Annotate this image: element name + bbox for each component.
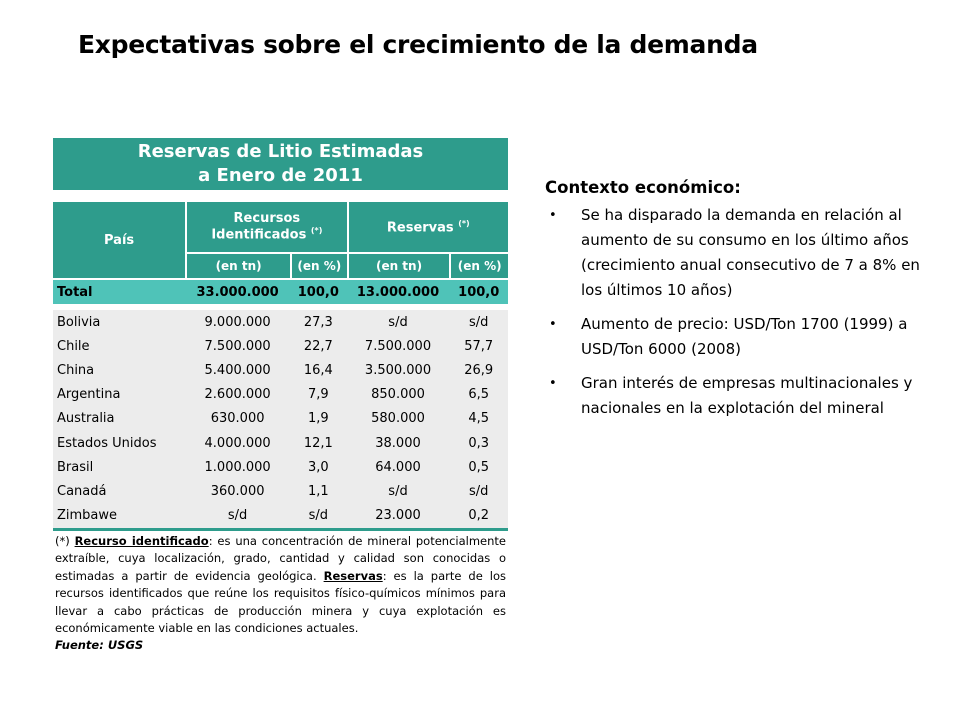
total-reservas-pct: 100,0 bbox=[449, 280, 508, 310]
cell-reservas-tn: 23.000 bbox=[346, 503, 450, 531]
cell-reservas-pct: 0,5 bbox=[449, 455, 508, 480]
bullet-icon: • bbox=[549, 208, 557, 223]
cell-reservas-pct: 6,5 bbox=[449, 382, 508, 407]
cell-recursos-pct: 27,3 bbox=[290, 310, 347, 335]
cell-country: Canadá bbox=[53, 479, 186, 504]
table-row: Canadá 360.000 1,1 s/d s/d bbox=[53, 479, 508, 504]
cell-recursos-pct: 12,1 bbox=[290, 430, 347, 456]
cell-reservas-tn: 850.000 bbox=[346, 382, 450, 407]
banner-line-2: a Enero de 2011 bbox=[198, 165, 363, 186]
cell-reservas-pct: s/d bbox=[449, 479, 508, 504]
table-row: Australia 630.000 1,9 580.000 4,5 bbox=[53, 406, 508, 431]
footnote-text-1: : es una concentración de mineral potenc… bbox=[55, 533, 506, 583]
header-recursos: Recursos Identificados (*) bbox=[185, 202, 347, 254]
footnote-term-reservas: Reservas bbox=[323, 568, 383, 583]
table-row: Chile 7.500.000 22,7 7.500.000 57,7 bbox=[53, 334, 508, 359]
cell-reservas-pct: 0,3 bbox=[449, 430, 508, 456]
cell-country: China bbox=[53, 358, 186, 383]
cell-recursos-tn: 1.000.000 bbox=[185, 455, 291, 480]
total-reservas-tn: 13.000.000 bbox=[346, 280, 450, 310]
table-source: Fuente: USGS bbox=[55, 637, 144, 652]
cell-reservas-tn: 580.000 bbox=[346, 406, 450, 431]
context-bullet: • Se ha disparado la demanda en relación … bbox=[545, 203, 945, 303]
table-row: Zimbawe s/d s/d 23.000 0,2 bbox=[53, 503, 508, 531]
cell-country: Estados Unidos bbox=[53, 430, 186, 456]
header-pais: País bbox=[53, 202, 186, 280]
table-footnote: (*) Recurso identificado: es una concent… bbox=[53, 533, 508, 638]
header-reservas-asterisk: (*) bbox=[458, 218, 470, 228]
header-recursos-tn: (en tn) bbox=[185, 254, 291, 280]
bullet-text: Se ha disparado la demanda en relación a… bbox=[581, 206, 920, 299]
table-row: Argentina 2.600.000 7,9 850.000 6,5 bbox=[53, 382, 508, 407]
header-recursos-pct: (en %) bbox=[290, 254, 347, 280]
total-row: Total 33.000.000 100,0 13.000.000 100,0 bbox=[53, 280, 508, 310]
cell-reservas-tn: s/d bbox=[346, 479, 450, 504]
cell-recursos-tn: 630.000 bbox=[185, 406, 291, 431]
footnote-prefix: (*) bbox=[55, 533, 75, 548]
total-recursos-pct: 100,0 bbox=[290, 280, 347, 310]
table-row: Brasil 1.000.000 3,0 64.000 0,5 bbox=[53, 455, 508, 480]
cell-reservas-pct: s/d bbox=[449, 310, 508, 335]
reserves-table: País Recursos Identificados (*) Reservas… bbox=[53, 202, 508, 531]
cell-recursos-pct: 3,0 bbox=[290, 455, 347, 480]
cell-reservas-pct: 57,7 bbox=[449, 334, 508, 359]
economic-context: Contexto económico: • Se ha disparado la … bbox=[545, 178, 945, 430]
context-bullet-list: • Se ha disparado la demanda en relación … bbox=[545, 203, 945, 421]
footnote-text-2: : es la parte de los recursos identifica… bbox=[55, 568, 507, 636]
context-bullet: • Aumento de precio: USD/Ton 1700 (1999) … bbox=[545, 312, 945, 362]
header-reservas: Reservas (*) bbox=[346, 202, 508, 254]
cell-reservas-pct: 4,5 bbox=[449, 406, 508, 431]
cell-reservas-tn: 38.000 bbox=[346, 430, 450, 456]
cell-reservas-pct: 26,9 bbox=[449, 358, 508, 383]
bullet-text: Gran interés de empresas multinacionales… bbox=[581, 374, 913, 417]
cell-reservas-tn: s/d bbox=[346, 310, 450, 335]
cell-reservas-tn: 64.000 bbox=[346, 455, 450, 480]
cell-recursos-tn: 5.400.000 bbox=[185, 358, 291, 383]
cell-recursos-pct: 1,9 bbox=[290, 406, 347, 431]
bullet-icon: • bbox=[549, 317, 557, 332]
cell-country: Zimbawe bbox=[53, 503, 186, 531]
cell-recursos-tn: s/d bbox=[185, 503, 291, 531]
table-row: Bolivia 9.000.000 27,3 s/d s/d bbox=[53, 310, 508, 335]
cell-country: Australia bbox=[53, 406, 186, 431]
total-country: Total bbox=[53, 280, 186, 310]
footnote-term-recurso: Recurso identificado bbox=[74, 533, 209, 548]
slide-title: Expectativas sobre el crecimiento de la … bbox=[78, 30, 758, 59]
cell-recursos-pct: 1,1 bbox=[290, 479, 347, 504]
header-recursos-label: Recursos Identificados bbox=[211, 211, 307, 243]
header-reservas-label: Reservas bbox=[386, 220, 454, 236]
total-recursos-tn: 33.000.000 bbox=[185, 280, 291, 310]
cell-reservas-tn: 7.500.000 bbox=[346, 334, 450, 359]
context-bullet: • Gran interés de empresas multinacionale… bbox=[545, 371, 945, 421]
cell-recursos-tn: 2.600.000 bbox=[185, 382, 291, 407]
cell-recursos-tn: 9.000.000 bbox=[185, 310, 291, 335]
table-row: Estados Unidos 4.000.000 12,1 38.000 0,3 bbox=[53, 430, 508, 456]
banner-line-1: Reservas de Litio Estimadas bbox=[137, 141, 424, 162]
cell-country: Bolivia bbox=[53, 310, 186, 335]
header-reservas-tn: (en tn) bbox=[346, 254, 450, 280]
cell-country: Chile bbox=[53, 334, 186, 359]
cell-recursos-tn: 7.500.000 bbox=[185, 334, 291, 359]
cell-country: Brasil bbox=[53, 455, 186, 480]
header-recursos-asterisk: (*) bbox=[310, 226, 323, 236]
cell-recursos-pct: 7,9 bbox=[290, 382, 347, 407]
cell-recursos-pct: 22,7 bbox=[290, 334, 347, 359]
cell-reservas-pct: 0,2 bbox=[449, 503, 508, 531]
cell-reservas-tn: 3.500.000 bbox=[346, 358, 450, 383]
cell-country: Argentina bbox=[53, 382, 186, 407]
bullet-text: Aumento de precio: USD/Ton 1700 (1999) a… bbox=[581, 315, 908, 358]
cell-recursos-pct: s/d bbox=[290, 503, 347, 531]
cell-recursos-tn: 4.000.000 bbox=[185, 430, 291, 456]
table-row: China 5.400.000 16,4 3.500.000 26,9 bbox=[53, 358, 508, 383]
cell-recursos-pct: 16,4 bbox=[290, 358, 347, 383]
lithium-reserves-table-image: Reservas de Litio Estimadas a Enero de 2… bbox=[53, 138, 508, 652]
bullet-icon: • bbox=[549, 376, 557, 391]
table-banner: Reservas de Litio Estimadas a Enero de 2… bbox=[53, 138, 508, 190]
cell-recursos-tn: 360.000 bbox=[185, 479, 291, 504]
context-title: Contexto económico: bbox=[545, 178, 741, 197]
header-reservas-pct: (en %) bbox=[449, 254, 508, 280]
